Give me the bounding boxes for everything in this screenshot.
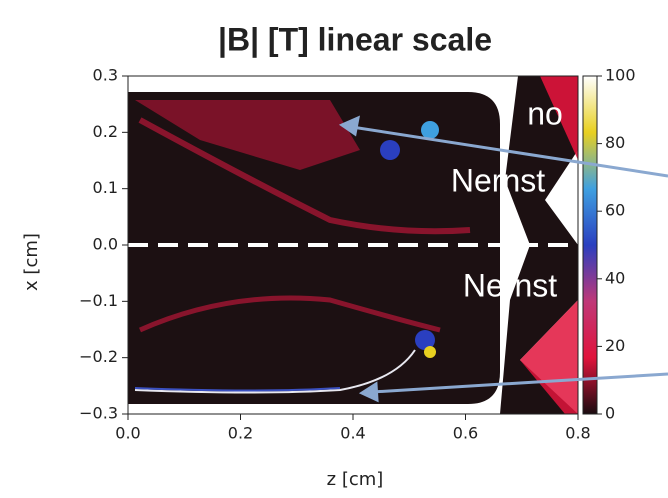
colorbar-tick-label: 100 [605,66,636,85]
x-axis-label: z [cm] [327,469,384,490]
x-tick-label: 0.0 [115,424,140,443]
x-tick-label: 0.8 [565,424,590,443]
annotation: Nernst [463,267,557,303]
colorbar-tick-label: 60 [605,201,625,220]
y-tick-label: −0.3 [79,404,118,423]
colorbar-tick-label: 20 [605,336,625,355]
y-tick-label: 0.1 [93,178,118,197]
colorbar [582,75,598,415]
annotation: no [527,95,563,131]
colorbar-tick-label: 40 [605,268,625,287]
y-tick-label: 0.0 [93,235,118,254]
x-tick-label: 0.4 [340,424,365,443]
y-tick-label: −0.2 [79,347,118,366]
y-tick-label: −0.1 [79,291,118,310]
colorbar-tick-label: 0 [605,404,615,423]
arrows [338,115,668,403]
x-tick-label: 0.6 [453,424,478,443]
annotation: Nernst [451,162,545,198]
x-tick-label: 0.2 [228,424,253,443]
y-tick-label: 0.3 [93,66,118,85]
chart-title: |B| [T] linear scale [218,21,492,57]
colorbar-tick-label: 80 [605,133,625,152]
y-tick-label: 0.2 [93,122,118,141]
y-axis-label: x [cm] [21,233,42,291]
